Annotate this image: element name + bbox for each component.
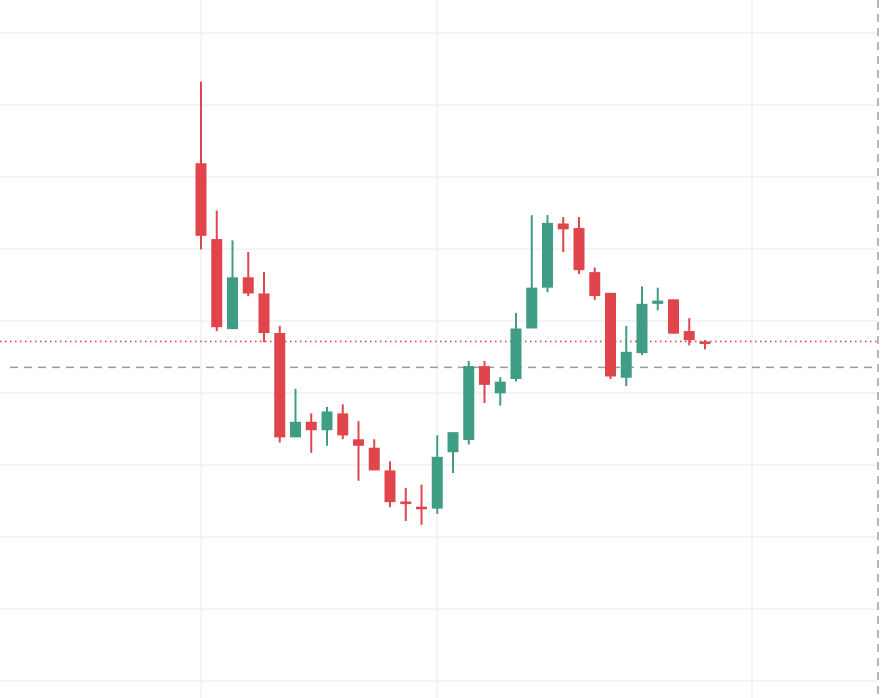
- candle-down: [400, 487, 412, 521]
- candle-down: [258, 272, 270, 343]
- candle-body: [416, 506, 427, 510]
- candle-down: [589, 267, 601, 300]
- candle-body: [479, 366, 490, 385]
- candle-body: [431, 456, 443, 509]
- candle-up: [510, 312, 522, 382]
- candle-down: [305, 413, 317, 453]
- candle-body: [557, 223, 569, 230]
- candle-down: [384, 461, 396, 508]
- candle-up: [542, 215, 553, 293]
- candle-down: [668, 299, 679, 334]
- candle-body: [510, 328, 522, 380]
- candle-down: [353, 421, 364, 481]
- candle-body: [683, 331, 695, 341]
- candle-body: [699, 341, 711, 345]
- candle-body: [353, 439, 364, 446]
- candle-body: [400, 501, 412, 505]
- candle-body: [258, 293, 270, 334]
- candle-body: [605, 292, 616, 377]
- candle-body: [668, 299, 679, 334]
- candle-body: [305, 421, 317, 431]
- candle-body: [526, 287, 538, 329]
- candle-body: [242, 277, 254, 294]
- candle-body: [227, 277, 238, 330]
- candle-body: [589, 272, 601, 297]
- candle-up: [321, 406, 333, 446]
- candles: [195, 81, 711, 525]
- candle-down: [573, 217, 585, 275]
- candle-down: [416, 484, 427, 525]
- candle-down: [368, 439, 380, 471]
- candle-up: [636, 286, 648, 356]
- candle-body: [447, 432, 459, 453]
- candle-down: [195, 81, 207, 250]
- candle-down: [242, 252, 254, 297]
- candle-down: [683, 318, 695, 346]
- candle-body: [384, 470, 396, 503]
- candle-down: [699, 340, 711, 350]
- candle-up: [652, 287, 664, 311]
- candle-body: [195, 163, 207, 236]
- candle-up: [494, 377, 506, 406]
- candle-down: [337, 404, 349, 440]
- candle-body: [620, 351, 632, 378]
- candle-body: [463, 366, 475, 440]
- candle-down: [605, 292, 616, 380]
- candle-body: [636, 303, 648, 354]
- candle-down: [274, 325, 286, 443]
- candle-down: [557, 217, 569, 253]
- candle-up: [447, 432, 459, 473]
- candle-body: [337, 413, 349, 436]
- candle-up: [620, 325, 632, 387]
- candle-body: [494, 381, 506, 394]
- candle-body: [542, 222, 553, 288]
- candle-up: [290, 388, 301, 438]
- candle-body: [652, 300, 664, 304]
- candle-up: [227, 240, 238, 330]
- candle-down: [479, 360, 490, 404]
- candle-down: [211, 210, 223, 332]
- candle-body: [368, 447, 380, 471]
- candle-body: [211, 239, 223, 328]
- candle-body: [290, 421, 301, 438]
- candle-body: [274, 333, 286, 438]
- candle-up: [463, 360, 475, 445]
- candle-up: [431, 435, 443, 514]
- candle-body: [321, 411, 333, 431]
- candle-body: [573, 228, 585, 271]
- candle-up: [526, 215, 538, 329]
